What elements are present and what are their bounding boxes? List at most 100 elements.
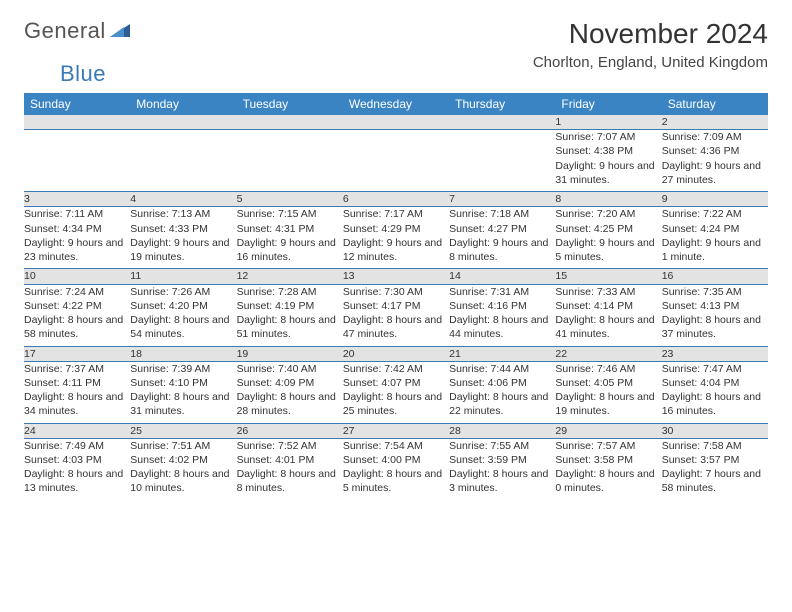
day-number-cell: 21 — [449, 346, 555, 361]
sunset-line: Sunset: 4:01 PM — [237, 453, 343, 467]
day-number-cell — [343, 115, 449, 130]
day-header: Monday — [130, 93, 236, 115]
sunrise-line: Sunrise: 7:15 AM — [237, 207, 343, 221]
sunset-line: Sunset: 4:36 PM — [662, 144, 768, 158]
day-number-cell: 3 — [24, 192, 130, 207]
sunrise-line: Sunrise: 7:22 AM — [662, 207, 768, 221]
daylight-line: Daylight: 8 hours and 31 minutes. — [130, 390, 236, 418]
sunrise-line: Sunrise: 7:13 AM — [130, 207, 236, 221]
daylight-line: Daylight: 9 hours and 8 minutes. — [449, 236, 555, 264]
day-detail-cell: Sunrise: 7:11 AMSunset: 4:34 PMDaylight:… — [24, 207, 130, 269]
sunrise-line: Sunrise: 7:09 AM — [662, 130, 768, 144]
week-detail-row: Sunrise: 7:37 AMSunset: 4:11 PMDaylight:… — [24, 361, 768, 423]
sunset-line: Sunset: 4:00 PM — [343, 453, 449, 467]
sunset-line: Sunset: 4:09 PM — [237, 376, 343, 390]
day-number-cell: 1 — [555, 115, 661, 130]
day-header: Friday — [555, 93, 661, 115]
day-number-cell: 18 — [130, 346, 236, 361]
sunrise-line: Sunrise: 7:57 AM — [555, 439, 661, 453]
day-number-cell: 27 — [343, 423, 449, 438]
sunrise-line: Sunrise: 7:40 AM — [237, 362, 343, 376]
sunset-line: Sunset: 4:06 PM — [449, 376, 555, 390]
day-detail-cell: Sunrise: 7:39 AMSunset: 4:10 PMDaylight:… — [130, 361, 236, 423]
month-title: November 2024 — [533, 18, 768, 50]
sunrise-line: Sunrise: 7:26 AM — [130, 285, 236, 299]
day-detail-cell: Sunrise: 7:40 AMSunset: 4:09 PMDaylight:… — [237, 361, 343, 423]
day-detail-cell: Sunrise: 7:07 AMSunset: 4:38 PMDaylight:… — [555, 130, 661, 192]
daylight-line: Daylight: 8 hours and 16 minutes. — [662, 390, 768, 418]
day-detail-cell: Sunrise: 7:20 AMSunset: 4:25 PMDaylight:… — [555, 207, 661, 269]
day-detail-cell: Sunrise: 7:52 AMSunset: 4:01 PMDaylight:… — [237, 438, 343, 500]
calendar-body: 12 Sunrise: 7:07 AMSunset: 4:38 PMDaylig… — [24, 115, 768, 500]
day-detail-cell: Sunrise: 7:33 AMSunset: 4:14 PMDaylight:… — [555, 284, 661, 346]
sunrise-line: Sunrise: 7:37 AM — [24, 362, 130, 376]
day-detail-cell: Sunrise: 7:54 AMSunset: 4:00 PMDaylight:… — [343, 438, 449, 500]
day-number-cell: 12 — [237, 269, 343, 284]
day-number-cell: 19 — [237, 346, 343, 361]
daylight-line: Daylight: 9 hours and 5 minutes. — [555, 236, 661, 264]
day-header: Wednesday — [343, 93, 449, 115]
sunrise-line: Sunrise: 7:33 AM — [555, 285, 661, 299]
day-detail-cell: Sunrise: 7:31 AMSunset: 4:16 PMDaylight:… — [449, 284, 555, 346]
day-number-cell: 11 — [130, 269, 236, 284]
daylight-line: Daylight: 8 hours and 13 minutes. — [24, 467, 130, 495]
day-number-cell: 14 — [449, 269, 555, 284]
day-detail-cell: Sunrise: 7:22 AMSunset: 4:24 PMDaylight:… — [662, 207, 768, 269]
week-detail-row: Sunrise: 7:24 AMSunset: 4:22 PM Daylight:… — [24, 284, 768, 346]
sunset-line: Sunset: 4:16 PM — [449, 299, 555, 313]
day-number-cell: 16 — [662, 269, 768, 284]
sunset-line: Sunset: 4:31 PM — [237, 222, 343, 236]
sunset-line: Sunset: 3:57 PM — [662, 453, 768, 467]
daylight-line: Daylight: 9 hours and 23 minutes. — [24, 236, 130, 264]
sunset-line: Sunset: 4:20 PM — [130, 299, 236, 313]
day-detail-cell: Sunrise: 7:09 AMSunset: 4:36 PMDaylight:… — [662, 130, 768, 192]
daylight-line: Daylight: 8 hours and 44 minutes. — [449, 313, 555, 341]
logo: General — [24, 18, 132, 44]
day-detail-cell: Sunrise: 7:49 AMSunset: 4:03 PMDaylight:… — [24, 438, 130, 500]
day-detail-cell: Sunrise: 7:13 AMSunset: 4:33 PMDaylight:… — [130, 207, 236, 269]
sunrise-line: Sunrise: 7:18 AM — [449, 207, 555, 221]
sunrise-line: Sunrise: 7:54 AM — [343, 439, 449, 453]
daylight-line: Daylight: 8 hours and 8 minutes. — [237, 467, 343, 495]
location-subtitle: Chorlton, England, United Kingdom — [533, 54, 768, 71]
daylight-line: Daylight: 8 hours and 5 minutes. — [343, 467, 449, 495]
day-detail-cell: Sunrise: 7:42 AMSunset: 4:07 PMDaylight:… — [343, 361, 449, 423]
daylight-line: Daylight: 8 hours and 34 minutes. — [24, 390, 130, 418]
logo-text-general: General — [24, 18, 106, 44]
sunrise-line: Sunrise: 7:55 AM — [449, 439, 555, 453]
day-header: Saturday — [662, 93, 768, 115]
sunset-line: Sunset: 4:33 PM — [130, 222, 236, 236]
sunset-line: Sunset: 4:34 PM — [24, 222, 130, 236]
logo-text-blue: Blue — [60, 61, 106, 86]
daylight-line: Daylight: 8 hours and 0 minutes. — [555, 467, 661, 495]
sunset-line: Sunset: 3:58 PM — [555, 453, 661, 467]
day-detail-cell: Sunrise: 7:37 AMSunset: 4:11 PMDaylight:… — [24, 361, 130, 423]
sunset-line: Sunset: 4:24 PM — [662, 222, 768, 236]
sunset-line: Sunset: 4:22 PM — [24, 299, 130, 313]
daylight-line: Daylight: 9 hours and 16 minutes. — [237, 236, 343, 264]
daylight-line: Daylight: 7 hours and 58 minutes. — [662, 467, 768, 495]
daylight-line: Daylight: 8 hours and 37 minutes. — [662, 313, 768, 341]
sunrise-line: Sunrise: 7:24 AM — [24, 285, 130, 299]
sunset-line: Sunset: 4:03 PM — [24, 453, 130, 467]
day-number-cell — [449, 115, 555, 130]
day-detail-cell: Sunrise: 7:46 AMSunset: 4:05 PMDaylight:… — [555, 361, 661, 423]
sunrise-line: Sunrise: 7:07 AM — [555, 130, 661, 144]
day-number-cell: 5 — [237, 192, 343, 207]
sunrise-line: Sunrise: 7:35 AM — [662, 285, 768, 299]
sunrise-line: Sunrise: 7:39 AM — [130, 362, 236, 376]
day-header: Tuesday — [237, 93, 343, 115]
calendar-table: Sunday Monday Tuesday Wednesday Thursday… — [24, 93, 768, 500]
sunrise-line: Sunrise: 7:51 AM — [130, 439, 236, 453]
day-detail-cell: Sunrise: 7:26 AMSunset: 4:20 PMDaylight:… — [130, 284, 236, 346]
sunset-line: Sunset: 4:05 PM — [555, 376, 661, 390]
sunrise-line: Sunrise: 7:47 AM — [662, 362, 768, 376]
week-daynum-row: 10111213141516 — [24, 269, 768, 284]
day-detail-cell: Sunrise: 7:17 AMSunset: 4:29 PMDaylight:… — [343, 207, 449, 269]
day-detail-cell — [237, 130, 343, 192]
sunrise-line: Sunrise: 7:28 AM — [237, 285, 343, 299]
day-detail-cell: Sunrise: 7:51 AMSunset: 4:02 PMDaylight:… — [130, 438, 236, 500]
day-number-cell: 6 — [343, 192, 449, 207]
day-number-cell: 13 — [343, 269, 449, 284]
header: General November 2024 Chorlton, England,… — [24, 18, 768, 71]
